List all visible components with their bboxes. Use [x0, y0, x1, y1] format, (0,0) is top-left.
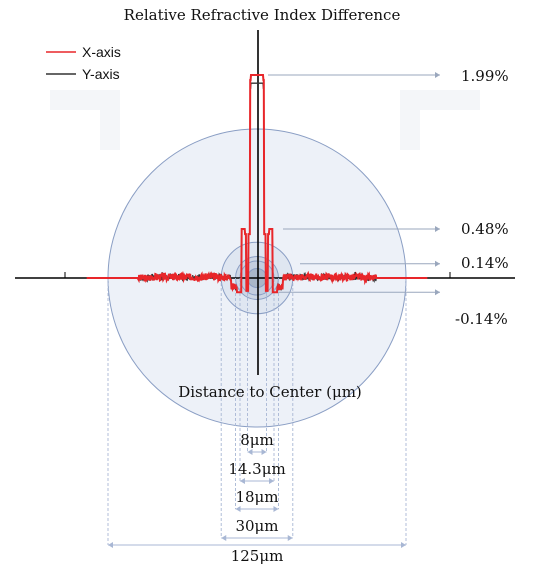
- dimension-arrowhead-right: [287, 535, 293, 541]
- background-watermark: [50, 90, 480, 150]
- legend: X-axis Y-axis: [46, 44, 121, 82]
- leader-arrowhead-1: [435, 226, 440, 233]
- dimension-arrowhead-left: [108, 542, 113, 548]
- dimension-arrowhead-right: [269, 478, 275, 484]
- dimension-arrowhead-right: [273, 506, 279, 512]
- diameter-label-30: 30μm: [235, 517, 278, 535]
- dimension-arrowhead-right: [261, 449, 267, 455]
- leader-arrowhead-0: [435, 72, 440, 79]
- level-label-0-48: 0.48%: [461, 220, 509, 238]
- level-label-1-99: 1.99%: [461, 67, 509, 85]
- diameter-label-125: 125μm: [231, 547, 284, 565]
- dimension-arrowhead-left: [235, 506, 241, 512]
- level-leader-lines: [268, 72, 440, 296]
- diameter-dimensions: [108, 449, 406, 548]
- dimension-arrowhead-left: [247, 449, 253, 455]
- dimension-arrowhead-left: [221, 535, 227, 541]
- x-axis-title: Distance to Center (μm): [178, 383, 362, 401]
- dimension-arrowhead-left: [239, 478, 245, 484]
- legend-x-label: X-axis: [82, 44, 121, 60]
- dimension-arrowhead-right: [401, 542, 406, 548]
- dimension-guides: [107, 278, 407, 545]
- diameter-label-18: 18μm: [235, 488, 278, 506]
- leader-arrowhead-2: [435, 260, 440, 267]
- level-label-0-14: 0.14%: [461, 254, 509, 272]
- legend-y-label: Y-axis: [82, 66, 120, 82]
- leader-arrowhead-3: [435, 289, 440, 296]
- level-label-minus-0-14: -0.14%: [455, 310, 508, 328]
- diameter-label-14-3: 14.3μm: [228, 460, 285, 478]
- diameter-label-8: 8μm: [240, 431, 274, 449]
- chart-title: Relative Refractive Index Difference: [124, 6, 401, 24]
- x-axis-profile-curve: [86, 74, 428, 294]
